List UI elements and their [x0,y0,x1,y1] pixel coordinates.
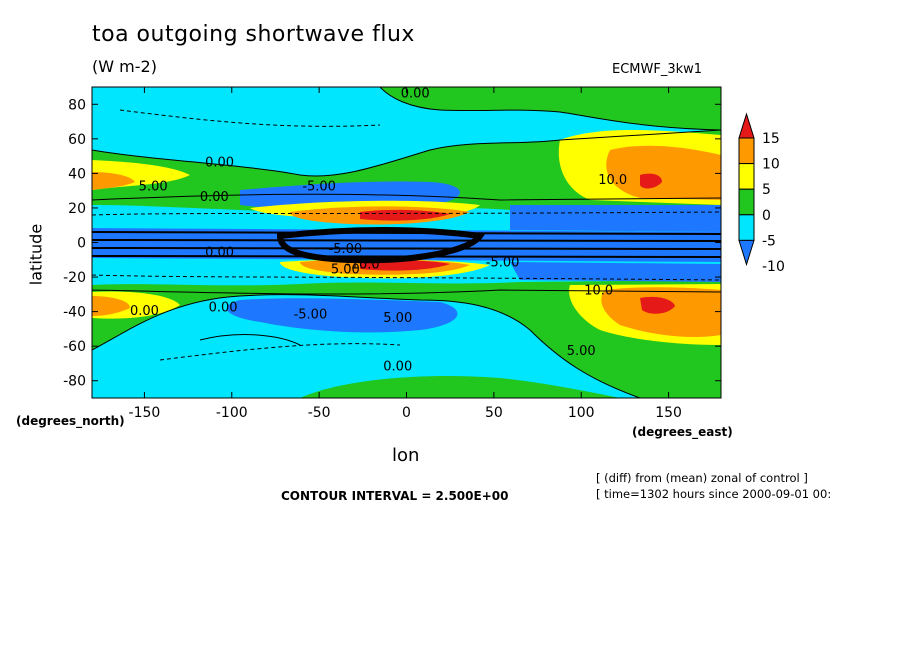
y-tick-label: -40 [63,305,86,321]
x-tick-label: 50 [485,405,503,421]
colorbar-segment [738,188,755,216]
x-unit-label: (degrees_east) [632,425,733,439]
model-label: ECMWF_3kw1 [612,62,703,77]
region-north-top-green [380,87,721,130]
contour-label: 5.00 [567,344,596,359]
contour-label: 5.00 [383,311,412,326]
contour-label-layer: 0.00 0.00 0.00 0.00 -5.00 5.00 -5.00 10.0 10.0 5.… [130,86,627,374]
region-orange-ne [606,145,721,200]
x-tick-label: 150 [655,405,682,421]
x-axis-ticks: -150 -100 -50 0 50 100 150 [129,87,682,421]
contour-label: 0.00 [401,86,430,101]
y-tick-label: -80 [63,374,86,390]
region-south-bottom-green [300,376,620,398]
region-central-blue-south [226,298,458,333]
colorbar-label: 10 [762,157,780,173]
region-east-blue-south [510,262,721,282]
colorbar-top-arrow [738,112,755,139]
contour-label: 0.00 [383,359,412,374]
note-time: [ time=1302 hours since 2000-09-01 00: [596,487,832,501]
contour-label: 10.0 [584,283,613,298]
y-axis-ticks: -80 -60 -40 -20 0 20 40 60 80 [63,97,721,390]
region-red-ne [640,173,662,189]
colorbar-label: 5 [762,182,771,198]
contour-label: 0.00 [205,155,234,170]
chart-title: toa outgoing shortwave flux [92,22,415,47]
y-axis-label: latitude [26,223,46,286]
equatorial-contour-clutter [92,193,721,295]
region-red-equator-north [360,209,450,221]
y-tick-label: 60 [68,132,86,148]
contour-label: -10.0 [346,257,380,272]
contour-label: -5.00 [294,308,328,323]
contour-label: 10.0 [598,173,627,188]
region-south-green-band [92,280,721,398]
region-orange-nw [92,172,135,190]
y-tick-label: 80 [68,97,86,113]
contour-lines [92,87,721,398]
contour-interval: CONTOUR INTERVAL = 2.500E+00 [281,489,509,503]
colorbar-label: -10 [762,259,785,275]
region-east-blue-north [510,205,721,232]
x-tick-label: -50 [308,405,331,421]
field-layer [92,87,721,398]
chart-units: (W m-2) [92,57,157,76]
contour-label: 5.00 [331,263,360,278]
colorbar-label: -5 [762,233,776,249]
y-tick-label: -60 [63,339,86,355]
colorbar-label: 15 [762,131,780,147]
contour-label: -5.00 [302,180,336,195]
x-tick-label: 100 [568,405,595,421]
y-tick-label: -20 [63,270,86,286]
colorbar-label: 0 [762,208,771,224]
x-tick-label: -100 [216,405,248,421]
contour-label: -5.00 [329,242,363,257]
colorbar-segment [738,137,755,165]
region-orange-sw [92,296,130,316]
y-tick-label: 0 [77,236,86,252]
y-unit-label: (degrees_north) [16,414,125,428]
x-tick-label: -150 [129,405,161,421]
colorbar: 15 10 5 0 -5 -10 [738,112,785,275]
region-tropical-blue-band [92,228,721,262]
y-tick-label: 20 [68,201,86,217]
colorbar-bottom-arrow [738,239,755,267]
region-red-se [640,296,675,314]
colorbar-segment [738,214,755,241]
contour-label: 0.00 [205,245,234,260]
colorbar-segment [738,163,755,190]
y-tick-label: 40 [68,166,86,182]
contour-label: 0.00 [209,301,238,316]
contour-label: 0.00 [200,190,229,205]
note-diff: [ (diff) from (mean) zonal of control ] [596,471,808,485]
x-tick-label: 0 [402,405,411,421]
contour-label: 0.00 [130,304,159,319]
x-axis-label: lon [392,445,420,466]
contour-label: -5.00 [486,256,520,271]
contour-label: 5.00 [139,180,168,195]
